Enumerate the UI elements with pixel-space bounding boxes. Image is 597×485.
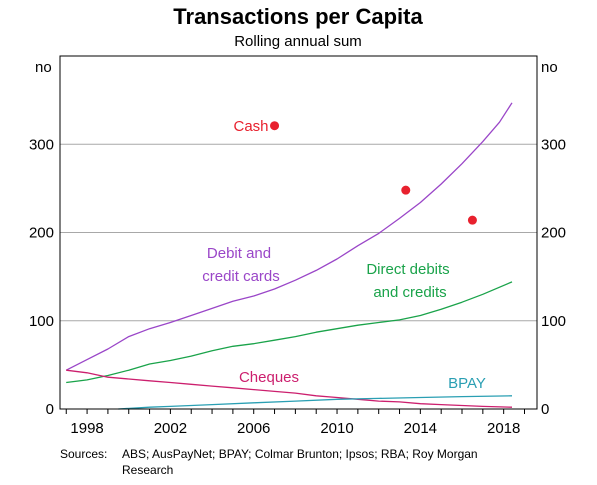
chart-subtitle: Rolling annual sum [234,33,362,50]
series-line-bpay [118,395,513,410]
y-tick-label-left: 0 [46,401,54,418]
y-unit-left: no [35,59,52,76]
x-tick-label: 2002 [154,420,187,437]
series-lines [65,102,513,410]
cash-points [270,121,477,225]
y-tick-label-right: 0 [541,401,549,418]
y-tick-label-left: 300 [29,136,54,153]
series-label-cheques: Cheques [239,369,299,386]
series-label-bpay: BPAY [448,375,486,392]
sources-text: ABS; AusPayNet; BPAY; Colmar Brunton; Ip… [122,447,478,477]
y-tick-label-left: 200 [29,225,54,242]
y-tick-label-right: 100 [541,313,566,330]
cash-point [467,215,477,225]
x-tick-label: 2010 [320,420,353,437]
series-label-direct-debits-and-credits: Direct debits [366,261,449,278]
sources-label: Sources: [60,447,108,461]
plot-frame [59,55,538,410]
chart-title: Transactions per Capita [173,4,423,29]
y-unit-right: no [541,59,558,76]
series-line-debit-and-credit-cards [65,102,513,371]
x-tick-label: 2018 [487,420,520,437]
series-label-cash: Cash [233,118,268,135]
series-label-debit-and-credit-cards: Debit and [207,245,271,262]
series-line-cheques [66,369,513,408]
series-line-direct-debits-and-credits [66,281,513,384]
cash-point [270,121,280,131]
series-labels: Debit and credit cards Direct debits and cr… [202,118,486,392]
y-tick-label-left: 100 [29,313,54,330]
cash-point [401,185,411,195]
gridlines [60,143,537,322]
axis-ticks [65,409,526,414]
source-note: Sources: ABS; AusPayNet; BPAY; Colmar Bru… [60,446,530,478]
x-tick-label: 2014 [404,420,437,437]
y-tick-label-right: 200 [541,225,566,242]
x-tick-label: 1998 [70,420,103,437]
series-label-direct-debits-and-credits: and credits [373,284,446,301]
x-tick-label: 2006 [237,420,270,437]
series-label-debit-and-credit-cards: credit cards [202,268,280,285]
axis-tick-labels: 0 0 100 100 200 200 300 300 1998 2002 2006 2010 2014… [29,136,566,437]
y-tick-label-right: 300 [541,136,566,153]
